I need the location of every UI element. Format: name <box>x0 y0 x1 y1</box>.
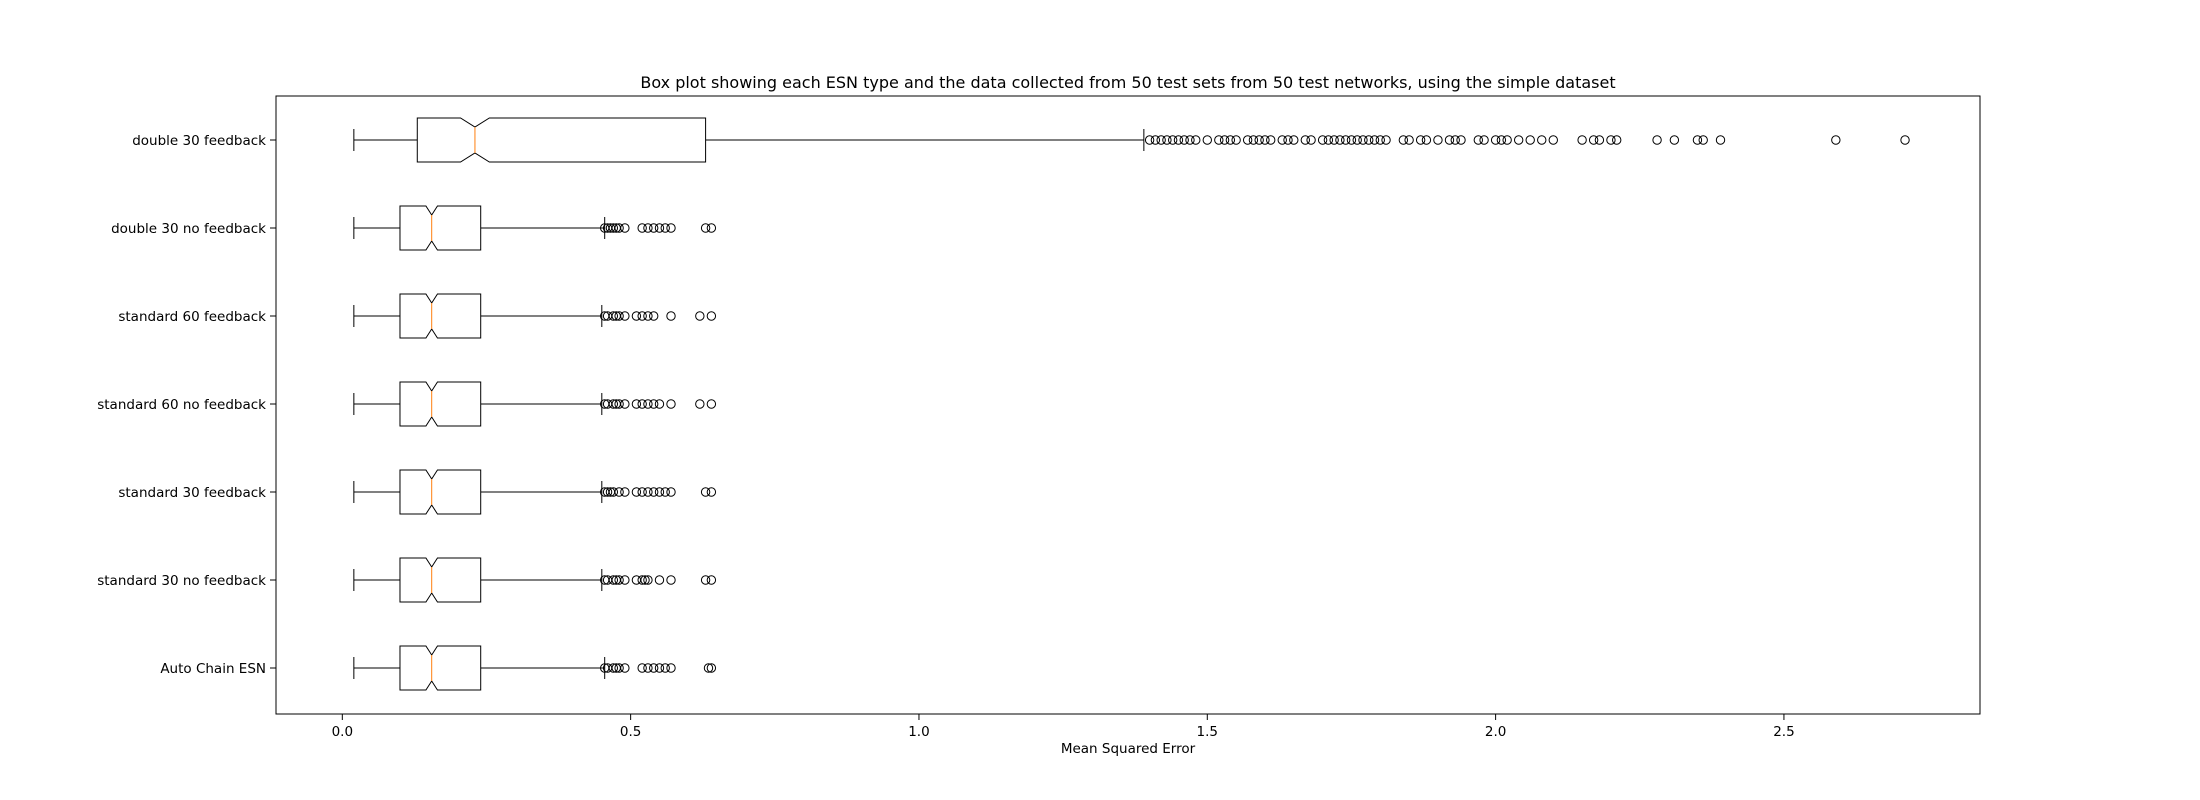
y-tick-label-standard-30-feedback: standard 30 feedback <box>118 485 266 501</box>
x-tick-label-0: 0.0 <box>332 724 353 740</box>
y-tick-label-standard-60-feedback: standard 60 feedback <box>118 309 266 325</box>
y-tick-label-standard-30-no-feedback: standard 30 no feedback <box>97 573 266 589</box>
y-tick-label-double-30-feedback: double 30 feedback <box>132 133 266 149</box>
y-tick-label-standard-60-no-feedback: standard 60 no feedback <box>97 397 266 413</box>
x-tick-label-4: 2.0 <box>1485 724 1506 740</box>
x-axis-label: Mean Squared Error <box>1061 741 1196 757</box>
x-tick-label-1: 0.5 <box>620 724 641 740</box>
y-tick-label-double-30-no-feedback: double 30 no feedback <box>111 221 266 237</box>
x-tick-label-3: 1.5 <box>1197 724 1218 740</box>
chart-title: Box plot showing each ESN type and the d… <box>640 73 1615 92</box>
y-tick-label-auto-chain-esn: Auto Chain ESN <box>160 661 266 677</box>
x-tick-label-2: 1.0 <box>908 724 929 740</box>
x-tick-label-5: 2.5 <box>1773 724 1794 740</box>
